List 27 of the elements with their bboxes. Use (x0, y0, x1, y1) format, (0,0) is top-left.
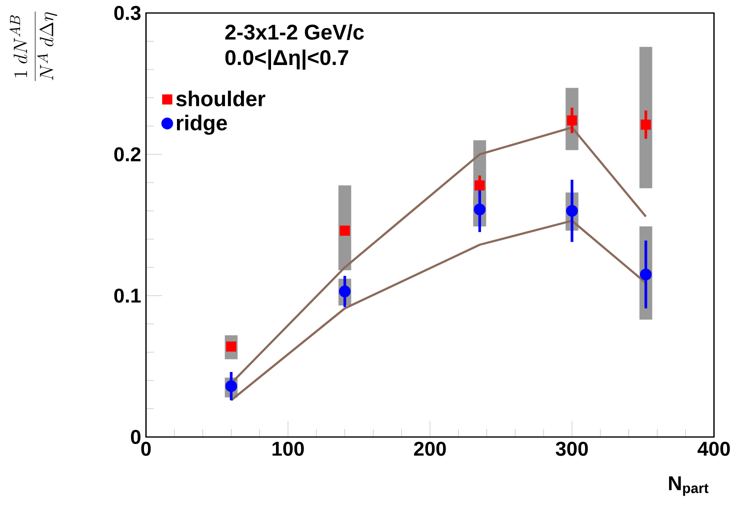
legend-label: ridge (176, 114, 227, 135)
annotation: 0.0<|Δη|<0.7 (225, 50, 348, 70)
point (338, 286, 351, 298)
point (566, 115, 578, 126)
y-tick-label: 0 (130, 430, 140, 444)
x-axis-title: N$_{part}$ (669, 476, 708, 496)
x-tick-label: 300 (556, 442, 588, 456)
y-tick-label: 0.3 (114, 6, 141, 20)
legend-label: shoulder (176, 90, 266, 106)
point (226, 341, 236, 352)
point (566, 204, 578, 217)
bar (639, 46, 652, 188)
line-series (230, 220, 647, 402)
point (474, 204, 486, 216)
point (640, 268, 652, 280)
point (340, 226, 350, 236)
point (640, 120, 651, 130)
y-tick-label: 0.1 (114, 288, 141, 303)
point (225, 380, 238, 392)
annotation: 2-3x1-2 GeV/c (225, 24, 364, 40)
x-tick-label: 0 (141, 442, 151, 456)
x-tick-label: 200 (414, 442, 446, 456)
y-tick-label: 0.2 (114, 147, 140, 162)
x-tick-label: 400 (698, 442, 730, 456)
x-tick-label: 100 (272, 442, 304, 456)
point (474, 180, 485, 190)
y-axis-title: $\frac{1\;dN^{AB}}{N^{A}\;d\Delta\eta}$ (10, 12, 58, 82)
